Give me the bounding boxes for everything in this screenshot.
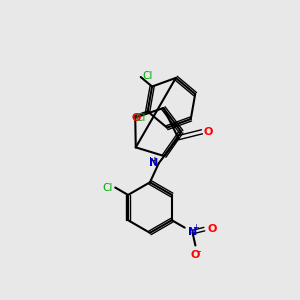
- Text: -: -: [197, 245, 201, 258]
- Text: O: O: [208, 224, 217, 234]
- Text: H: H: [148, 157, 156, 166]
- Text: O: O: [131, 113, 140, 123]
- Text: O: O: [191, 250, 200, 260]
- Text: +: +: [193, 223, 200, 232]
- Text: Cl: Cl: [103, 182, 113, 193]
- Text: N: N: [188, 227, 197, 237]
- Text: Cl: Cl: [142, 70, 153, 80]
- Text: O: O: [203, 127, 213, 137]
- Text: N: N: [149, 158, 158, 168]
- Text: Cl: Cl: [135, 113, 146, 123]
